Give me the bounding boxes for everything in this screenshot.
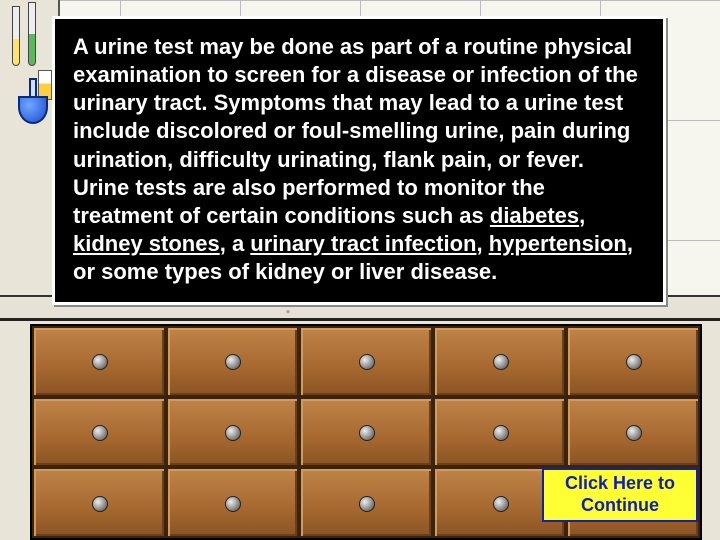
- flask-icon: [18, 78, 48, 124]
- drawer: [166, 467, 300, 538]
- info-text: A urine test may be done as part of a ro…: [73, 33, 645, 286]
- continue-line2: Continue: [581, 495, 659, 515]
- continue-button[interactable]: Click Here to Continue: [542, 468, 698, 522]
- lab-shelf: [0, 0, 60, 300]
- drawer: [32, 326, 166, 397]
- link-kidney-stones[interactable]: kidney stones: [73, 231, 220, 256]
- drawer: [166, 397, 300, 468]
- drawer: [32, 397, 166, 468]
- info-panel: A urine test may be done as part of a ro…: [52, 16, 666, 305]
- drawer: [299, 326, 433, 397]
- info-text-segment: , a: [220, 231, 251, 256]
- drawer: [566, 326, 700, 397]
- drawer: [299, 467, 433, 538]
- continue-line1: Click Here to: [565, 473, 675, 493]
- info-text-segment: A urine test may be done as part of a ro…: [73, 34, 638, 228]
- drawer: [566, 397, 700, 468]
- info-text-segment: ,: [579, 203, 585, 228]
- link-uti[interactable]: urinary tract infection: [250, 231, 476, 256]
- drawer: [299, 397, 433, 468]
- drawer: [433, 397, 567, 468]
- drawer: [166, 326, 300, 397]
- info-text-segment: ,: [476, 231, 488, 256]
- link-hypertension[interactable]: hypertension: [489, 231, 627, 256]
- link-diabetes[interactable]: diabetes: [490, 203, 579, 228]
- test-tube-icon: [28, 2, 36, 66]
- test-tube-icon: [12, 6, 20, 66]
- drawer: [433, 326, 567, 397]
- continue-button-label: Click Here to Continue: [565, 473, 675, 516]
- drawer: [32, 467, 166, 538]
